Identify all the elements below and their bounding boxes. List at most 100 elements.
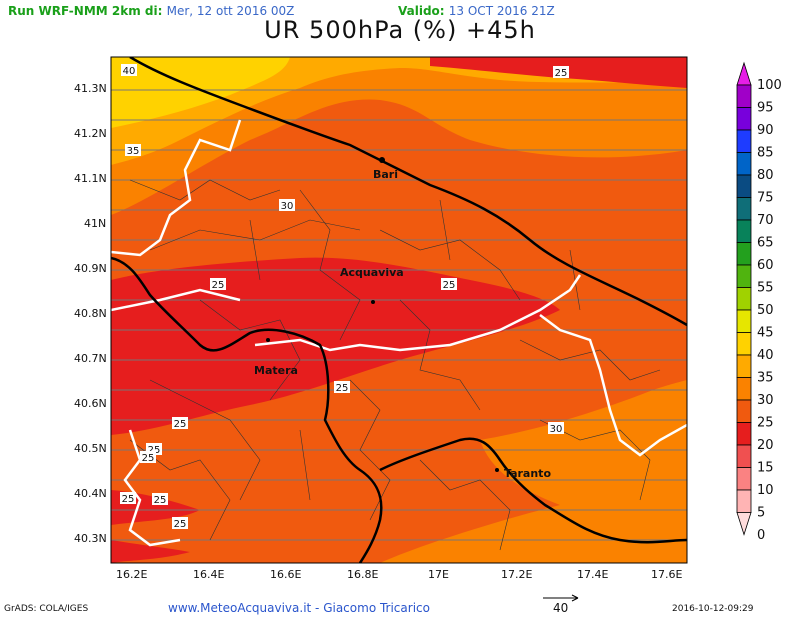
valid-info: Valido: 13 OCT 2016 21Z <box>398 4 555 18</box>
lon-tick-label: 16.8E <box>347 568 378 581</box>
city-label-taranto: Taranto <box>504 467 551 480</box>
colorbar-level-label: 75 <box>757 191 774 206</box>
lon-axis: 16.2E 16.4E 16.6E 16.8E 17E 17.2E 17.4E … <box>116 568 682 581</box>
municipal-borders <box>129 179 661 551</box>
colorbar-min-arrow <box>736 512 752 536</box>
colorbar-max-arrow <box>736 61 752 86</box>
colorbar-level-label: 95 <box>757 101 774 116</box>
lat-tick-label: 40.7N <box>74 352 107 365</box>
map-frame <box>110 56 688 564</box>
website-credit[interactable]: www.MeteoAcquaviva.it - Giacomo Tricaric… <box>168 601 430 615</box>
lon-tick-label: 17.6E <box>651 568 682 581</box>
wind-vectors <box>111 89 687 541</box>
colorbar-swatch <box>736 197 752 221</box>
lat-tick-label: 40.4N <box>74 487 107 500</box>
rh-band-25-central <box>111 257 560 435</box>
vector-scale-value: 40 <box>553 601 569 615</box>
run-label: Run WRF-NMM 2km di: <box>8 4 163 18</box>
contour-label: 40 <box>123 66 136 77</box>
coastline-and-region-border <box>111 57 687 563</box>
rh-band-45-north <box>111 57 290 128</box>
contour-label: 25 <box>122 494 135 505</box>
colorbar-level-label: 5 <box>757 506 765 521</box>
colorbar-swatch <box>736 152 752 176</box>
lat-tick-label: 41N <box>84 217 106 230</box>
colorbar-level-label: 35 <box>757 371 774 386</box>
colorbar-swatch <box>736 399 752 423</box>
lat-axis: 41.3N 41.2N 41.1N 41N 40.9N 40.8N 40.7N … <box>74 82 107 545</box>
valid-label: Valido: <box>398 4 445 18</box>
colorbar-swatch <box>736 489 752 513</box>
lat-tick-label: 40.9N <box>74 262 107 275</box>
lon-tick-label: 16.6E <box>270 568 301 581</box>
lon-tick-label: 17.4E <box>577 568 608 581</box>
contour-label: 25 <box>212 280 225 291</box>
colorbar-swatch <box>736 129 752 153</box>
colorbar-level-label: 85 <box>757 146 774 161</box>
colorbar-swatch <box>736 332 752 356</box>
contour-labels: 40 35 25 30 25 25 25 25 30 25 25 25 25 2… <box>120 64 569 530</box>
lon-tick-label: 16.2E <box>116 568 147 581</box>
generation-timestamp: 2016-10-12-09:29 <box>672 604 754 614</box>
colorbar-swatch <box>736 467 752 491</box>
rh-band-35-south <box>380 380 687 563</box>
contour-label: 25 <box>142 453 155 464</box>
map-title: UR 500hPa (%) +45h <box>264 16 536 44</box>
contour-label: 25 <box>148 445 161 456</box>
vector-reference <box>543 594 579 602</box>
colorbar-swatch <box>736 354 752 378</box>
lat-tick-label: 41.2N <box>74 127 107 140</box>
colorbar: 1009590858075706560555045403530252015105… <box>736 61 782 543</box>
software-credit: GrADS: COLA/IGES <box>4 604 89 614</box>
colorbar-swatch <box>736 107 752 131</box>
lat-tick-label: 40.6N <box>74 397 107 410</box>
colorbar-level-label: 50 <box>757 303 774 318</box>
humidity-field <box>111 57 687 563</box>
lat-tick-label: 41.3N <box>74 82 107 95</box>
lat-tick-label: 40.8N <box>74 307 107 320</box>
contour-label: 25 <box>443 280 456 291</box>
colorbar-level-label: 60 <box>757 258 774 273</box>
colorbar-level-label: 80 <box>757 168 774 183</box>
colorbar-level-label: 40 <box>757 348 774 363</box>
lat-tick-label: 40.5N <box>74 442 107 455</box>
colorbar-swatch <box>736 84 752 108</box>
colorbar-swatch <box>736 422 752 446</box>
colorbar-swatch <box>736 287 752 311</box>
colorbar-level-label: 25 <box>757 416 774 431</box>
contour-label: 25 <box>154 495 167 506</box>
colorbar-level-label: 100 <box>757 78 782 93</box>
colorbar-level-label: 45 <box>757 326 774 341</box>
colorbar-swatch <box>736 444 752 468</box>
city-label-bari: Bari <box>373 168 398 181</box>
city-markers: Bari Acquaviva Matera Taranto <box>254 157 551 480</box>
colorbar-level-label: 30 <box>757 393 774 408</box>
lat-tick-label: 41.1N <box>74 172 107 185</box>
contour-label: 30 <box>550 424 563 435</box>
run-info: Run WRF-NMM 2km di: Mer, 12 ott 2016 00Z <box>8 4 294 18</box>
contour-label: 25 <box>555 68 568 79</box>
colorbar-level-label: 90 <box>757 123 774 138</box>
colorbar-swatch <box>736 219 752 243</box>
colorbar-level-label: 55 <box>757 281 774 296</box>
lon-tick-label: 16.4E <box>193 568 224 581</box>
colorbar-swatch <box>736 377 752 401</box>
contour-label: 25 <box>174 519 187 530</box>
city-label-matera: Matera <box>254 364 298 377</box>
colorbar-level-label: 65 <box>757 236 774 251</box>
lon-tick-label: 17.2E <box>501 568 532 581</box>
contour-label: 35 <box>127 146 140 157</box>
colorbar-level-label: 15 <box>757 461 774 476</box>
lat-tick-label: 40.3N <box>74 532 107 545</box>
colorbar-swatch <box>736 309 752 333</box>
colorbar-level-label: 10 <box>757 483 774 498</box>
contour-label: 30 <box>281 201 294 212</box>
contour-label: 25 <box>174 419 187 430</box>
run-date: Mer, 12 ott 2016 00Z <box>166 4 295 18</box>
lon-tick-label: 17E <box>428 568 449 581</box>
city-label-acquaviva: Acquaviva <box>340 266 404 279</box>
colorbar-level-label: 20 <box>757 438 774 453</box>
colorbar-swatch <box>736 264 752 288</box>
colorbar-swatch <box>736 174 752 198</box>
